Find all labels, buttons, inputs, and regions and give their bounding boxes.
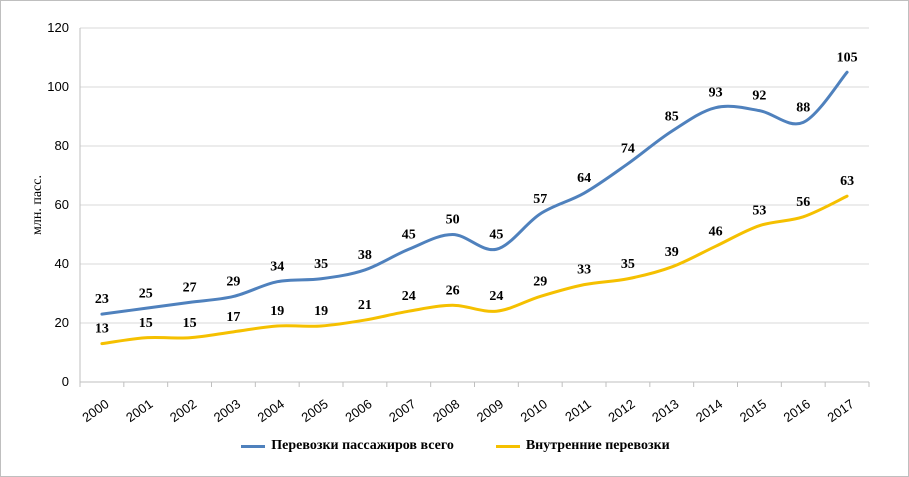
y-tick-60: 60	[55, 197, 69, 212]
x-tick-2008: 2008	[430, 396, 462, 425]
data-label-s0-2009: 45	[489, 227, 503, 242]
legend-label-total: Перевозки пассажиров всего	[271, 438, 454, 453]
y-axis-title: млн. пасс.	[30, 175, 45, 235]
x-tick-2010: 2010	[518, 396, 550, 425]
data-label-s1-2011: 33	[577, 263, 591, 278]
x-tick-2016: 2016	[781, 396, 813, 425]
data-label-s1-2017: 63	[840, 174, 854, 189]
data-label-s0-2002: 27	[183, 280, 197, 295]
y-tick-120: 120	[47, 20, 69, 35]
data-label-s1-2006: 21	[358, 298, 372, 313]
data-label-s0-2001: 25	[139, 286, 153, 301]
x-tick-2001: 2001	[123, 396, 155, 425]
legend-item-domestic: Внутренние перевозки	[495, 438, 670, 454]
data-label-s0-2012: 74	[621, 142, 635, 157]
data-label-s1-2015: 53	[752, 204, 766, 219]
x-tick-2012: 2012	[605, 396, 637, 425]
data-label-s1-2012: 35	[621, 257, 635, 272]
data-label-s0-2017: 105	[837, 50, 858, 65]
data-label-s0-2004: 34	[270, 260, 284, 275]
data-label-s1-2000: 13	[95, 322, 109, 337]
x-tick-2015: 2015	[737, 396, 769, 425]
data-label-s0-2013: 85	[665, 109, 679, 124]
y-tick-40: 40	[55, 256, 69, 271]
x-tick-2014: 2014	[693, 396, 725, 425]
data-label-s0-2011: 64	[577, 171, 591, 186]
series-line-1	[100, 194, 849, 346]
x-tick-2005: 2005	[299, 396, 331, 425]
y-tick-20: 20	[55, 315, 69, 330]
legend-item-total: Перевозки пассажиров всего	[241, 438, 454, 454]
data-label-s0-2015: 92	[752, 89, 766, 104]
x-tick-2000: 2000	[79, 396, 111, 425]
x-tick-2009: 2009	[474, 396, 506, 425]
data-label-s1-2013: 39	[665, 245, 679, 260]
data-label-s0-2007: 45	[402, 227, 416, 242]
x-tick-2013: 2013	[649, 396, 681, 425]
x-tick-2017: 2017	[825, 396, 857, 425]
data-label-s1-2014: 46	[709, 224, 723, 239]
data-label-s0-2006: 38	[358, 248, 372, 263]
data-label-s0-2014: 93	[709, 86, 723, 101]
y-tick-labels: 0 20 40 60 80 100 120	[47, 20, 69, 389]
x-tick-2002: 2002	[167, 396, 199, 425]
x-tick-2003: 2003	[211, 396, 243, 425]
data-label-s0-2010: 57	[533, 192, 547, 207]
data-label-s1-2003: 17	[226, 310, 240, 325]
data-label-s0-2000: 23	[95, 292, 109, 307]
x-tick-2006: 2006	[342, 396, 374, 425]
y-tick-0: 0	[62, 374, 69, 389]
series-line-0	[100, 70, 849, 316]
legend-swatch-domestic	[495, 444, 520, 448]
gridlines	[80, 27, 869, 324]
x-tick-labels: 2000 2001 2002 2003 2004 2005 2006 2007 2008 2009…	[79, 396, 856, 425]
axes	[79, 28, 870, 387]
data-label-s1-2009: 24	[489, 289, 503, 304]
y-tick-100: 100	[47, 79, 69, 94]
data-label-s0-2016: 88	[796, 100, 810, 115]
data-labels: 23 25 27 29 34 35 38 45 50 45 57 64 74 85 93 92 88 105 13 1…	[95, 50, 858, 336]
data-label-s1-2004: 19	[270, 304, 284, 319]
data-label-s1-2010: 29	[533, 274, 547, 289]
legend: Перевозки пассажиров всего Внутренние пе…	[1, 435, 909, 457]
x-tick-2011: 2011	[562, 396, 594, 424]
data-label-s1-2001: 15	[139, 316, 153, 331]
data-label-s1-2008: 26	[446, 283, 460, 298]
data-label-s0-2003: 29	[226, 274, 240, 289]
data-label-s1-2016: 56	[796, 195, 810, 210]
data-label-s1-2007: 24	[402, 289, 416, 304]
x-tick-2004: 2004	[255, 396, 287, 425]
legend-swatch-total	[241, 444, 266, 448]
x-tick-2007: 2007	[386, 396, 418, 425]
data-label-s0-2005: 35	[314, 257, 328, 272]
y-tick-80: 80	[55, 138, 69, 153]
series-lines	[100, 70, 849, 346]
data-label-s1-2002: 15	[183, 316, 197, 331]
data-label-s1-2005: 19	[314, 304, 328, 319]
data-label-s0-2008: 50	[446, 213, 460, 228]
legend-label-domestic: Внутренние перевозки	[525, 438, 670, 453]
